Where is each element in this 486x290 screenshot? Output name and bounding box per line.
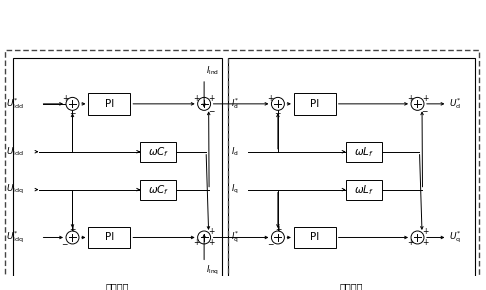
Bar bbox=[88, 226, 130, 249]
Bar bbox=[88, 93, 130, 115]
Bar bbox=[140, 142, 176, 162]
Text: $\omega C_f$: $\omega C_f$ bbox=[148, 145, 169, 159]
Text: +: + bbox=[69, 225, 76, 234]
Text: +: + bbox=[422, 227, 428, 236]
Circle shape bbox=[411, 97, 424, 110]
Text: PI: PI bbox=[310, 99, 319, 109]
Text: $\omega L_f$: $\omega L_f$ bbox=[354, 145, 374, 159]
Bar bbox=[346, 180, 382, 200]
Text: $U_{\rm ldq}$: $U_{\rm ldq}$ bbox=[6, 183, 23, 196]
Text: $I^{*}_{\rm q}$: $I^{*}_{\rm q}$ bbox=[231, 230, 239, 245]
Bar bbox=[13, 58, 222, 290]
Text: $-$: $-$ bbox=[421, 105, 429, 114]
Circle shape bbox=[198, 231, 210, 244]
Text: PI: PI bbox=[310, 233, 319, 242]
Circle shape bbox=[198, 97, 210, 110]
Text: $-$: $-$ bbox=[69, 107, 76, 116]
Text: $I_{\rm d}$: $I_{\rm d}$ bbox=[231, 146, 239, 158]
Text: $I_{\rm lnq}$: $I_{\rm lnq}$ bbox=[206, 264, 219, 278]
Text: +: + bbox=[407, 94, 413, 103]
Bar bbox=[294, 226, 336, 249]
Circle shape bbox=[271, 231, 284, 244]
Text: $\omega L_f$: $\omega L_f$ bbox=[354, 183, 374, 197]
Text: $-$: $-$ bbox=[208, 105, 215, 114]
Bar bbox=[140, 180, 176, 200]
Text: PI: PI bbox=[105, 99, 114, 109]
Circle shape bbox=[66, 97, 79, 110]
Circle shape bbox=[271, 97, 284, 110]
Text: +: + bbox=[275, 225, 281, 234]
Text: +: + bbox=[208, 227, 215, 236]
Bar bbox=[346, 142, 382, 162]
Text: $U_{\rm ldd}$: $U_{\rm ldd}$ bbox=[6, 146, 23, 158]
Text: $U^{*}_{\rm d}$: $U^{*}_{\rm d}$ bbox=[450, 96, 462, 111]
Text: 电流控制: 电流控制 bbox=[340, 282, 364, 290]
Text: +: + bbox=[193, 94, 200, 103]
Bar bbox=[294, 93, 336, 115]
Text: $I^{*}_{\rm d}$: $I^{*}_{\rm d}$ bbox=[231, 96, 239, 111]
Text: $I_{\rm q}$: $I_{\rm q}$ bbox=[231, 183, 239, 196]
Text: +: + bbox=[193, 238, 200, 247]
Text: $-$: $-$ bbox=[61, 238, 69, 247]
Text: PI: PI bbox=[105, 233, 114, 242]
Text: +: + bbox=[407, 238, 413, 247]
Text: $\omega C_f$: $\omega C_f$ bbox=[148, 183, 169, 197]
Text: +: + bbox=[422, 238, 428, 247]
Text: +: + bbox=[208, 94, 215, 103]
Text: +: + bbox=[267, 94, 274, 103]
Text: $-$: $-$ bbox=[274, 107, 282, 116]
Text: $I_{\rm lnd}$: $I_{\rm lnd}$ bbox=[206, 64, 219, 77]
Text: $U^{*}_{\rm ldd}$: $U^{*}_{\rm ldd}$ bbox=[6, 96, 23, 111]
Text: $U^{*}_{\rm q}$: $U^{*}_{\rm q}$ bbox=[450, 230, 462, 245]
Text: +: + bbox=[208, 238, 215, 247]
Text: $-$: $-$ bbox=[267, 238, 274, 247]
Text: $U^{*}_{\rm ldq}$: $U^{*}_{\rm ldq}$ bbox=[6, 230, 23, 245]
Text: 电压控制: 电压控制 bbox=[105, 282, 129, 290]
Text: +: + bbox=[62, 94, 68, 103]
Circle shape bbox=[66, 231, 79, 244]
Bar bbox=[228, 58, 475, 290]
Text: +: + bbox=[422, 94, 428, 103]
Circle shape bbox=[411, 231, 424, 244]
